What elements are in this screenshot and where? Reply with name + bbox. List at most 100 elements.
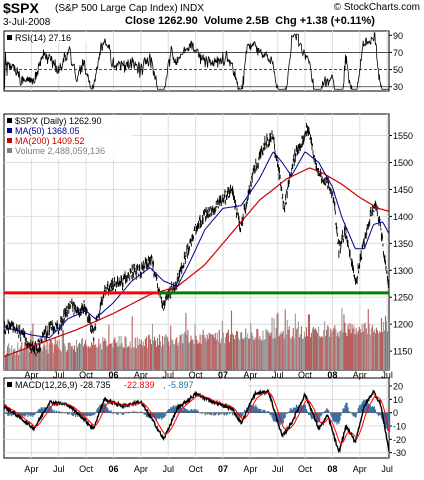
volume-bar [197,343,199,370]
volume-bar [330,328,332,370]
macd-hist-bar [291,409,293,413]
xtick-label-Apr: Apr [24,464,38,474]
macd-hist-bar [123,412,125,415]
volume-bar [355,328,357,370]
volume-bar [12,354,14,370]
macd-hist-bar [29,412,31,416]
volume-bar [317,333,319,370]
macd-hist-bar [195,410,197,413]
volume-bar [176,337,178,370]
volume-bar [212,334,214,370]
volume-bar [183,333,185,370]
macd-hist-bar [9,412,11,416]
macd-hist-bar [206,412,208,415]
volume-bar [196,340,198,370]
macd-hist-bar [331,412,333,418]
volume-bar [295,329,297,370]
volume-bar [129,341,131,370]
macd-hist-bar [158,412,160,419]
volume-bar [119,345,121,370]
volume-bar [290,338,292,370]
macd-hist-bar [121,412,123,415]
macd-hist-bar [214,412,216,416]
macd-hist-bar [383,412,386,427]
xtick-label-Jul: Jul [53,370,65,380]
volume-bar [232,335,235,370]
macd-hist-bar [140,411,142,413]
volume-bar [255,337,257,370]
macd-hist-bar [252,405,254,413]
macd-hist-bar [359,405,361,413]
macd-hist-bar [244,409,246,413]
volume-bar [214,333,216,370]
volume-bar [16,351,18,370]
volume-bar [158,344,160,370]
volume-bar [264,339,266,370]
volume-bar [180,335,182,370]
volume-bar [117,346,119,370]
xtick-label-08: 08 [327,370,337,380]
volume-bar [273,318,275,370]
volume-bar [254,338,256,370]
volume-bar [358,326,360,370]
macd-hist-bar [197,410,199,413]
volume-bar [48,344,50,370]
volume-bar [56,340,58,370]
volume-bar [245,328,247,370]
volume-bar [291,336,293,370]
volume-bar [351,324,353,370]
macd-hist-bar [108,410,110,413]
macd-hist-bar [323,412,325,414]
volume-bar [348,328,350,370]
volume-bar [39,344,41,370]
macd-hist-bar [332,412,334,421]
volume-bar [340,330,342,370]
macd-hist-bar [366,401,368,413]
legend-swatch [7,128,12,133]
volume-bar [250,322,252,370]
macd-hist-bar [238,412,240,419]
volume-bar [315,328,317,370]
ytick-label-1150: 1150 [393,347,412,357]
macd-hist-bar [226,412,229,415]
macd-hist-bar [302,406,305,413]
volume-bar [107,345,109,370]
volume-bar [261,340,263,370]
macd-hist-bar [228,412,231,415]
macd-hist-bar [303,404,306,413]
volume-bar [177,345,179,370]
macd-hist-bar [160,412,162,418]
volume-bar [166,335,168,370]
macd-hist-bar [330,412,332,416]
volume-bar [110,343,112,370]
xtick-label-Oct: Oct [298,464,313,474]
volume-bar [154,340,157,370]
ytick-label--20: -20 [393,435,406,445]
volume-bar [99,344,101,370]
ticker-symbol: $SPX [3,0,39,16]
volume-bar [287,330,289,370]
macd-hist-bar [352,412,354,417]
macd-hist-bar [41,407,43,413]
macd-hist-bar [109,410,111,413]
volume-bar [380,318,382,370]
macd-hist-bar [243,412,245,414]
macd-hist-bar [318,412,320,423]
ytick-label-1200: 1200 [393,320,413,330]
macd-hist-bar [51,409,53,413]
volume-bar [256,328,258,370]
volume-bar [221,320,223,370]
volume-bar [79,343,82,370]
volume-bar [383,330,386,370]
volume-bar [170,325,172,370]
macd-hist-bar [33,412,35,416]
macd-hist-bar [32,412,34,417]
volume-bar [252,335,254,370]
macd-hist-bar [99,404,101,413]
volume-bar [366,334,368,370]
volume-bar [143,346,145,370]
xtick-label-Jul: Jul [381,464,393,474]
macd-hist-bar [93,412,95,416]
macd-hist-bar [35,412,37,414]
volume-bar [382,321,385,370]
